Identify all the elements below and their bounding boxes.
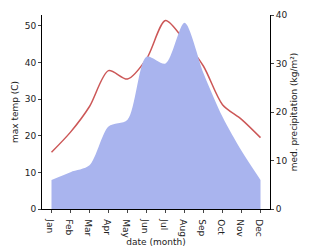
svg-text:max temp (C): max temp (C)	[10, 81, 20, 143]
svg-text:30: 30	[25, 94, 37, 104]
svg-text:Nov: Nov	[235, 219, 245, 237]
svg-text:20: 20	[25, 131, 37, 141]
svg-text:Mar: Mar	[83, 219, 93, 236]
svg-text:40: 40	[25, 58, 37, 68]
svg-text:50: 50	[25, 21, 37, 31]
svg-text:0: 0	[276, 204, 282, 214]
svg-text:Aug: Aug	[178, 219, 188, 237]
svg-text:10: 10	[25, 168, 37, 178]
svg-text:date (month): date (month)	[126, 237, 185, 247]
svg-text:med. precipitation (kg/m²): med. precipitation (kg/m²)	[289, 53, 299, 172]
svg-text:Jun: Jun	[140, 218, 150, 233]
svg-text:Dec: Dec	[254, 219, 264, 236]
svg-text:Feb: Feb	[64, 219, 74, 235]
svg-text:0: 0	[30, 204, 36, 214]
svg-text:Jan: Jan	[45, 218, 55, 233]
svg-text:Sep: Sep	[197, 219, 207, 236]
svg-text:Jul: Jul	[159, 218, 169, 230]
svg-text:Apr: Apr	[102, 219, 112, 235]
svg-text:40: 40	[276, 10, 288, 20]
svg-text:10: 10	[276, 156, 288, 166]
svg-text:30: 30	[276, 59, 288, 69]
svg-text:May: May	[121, 219, 131, 238]
svg-text:Oct: Oct	[216, 219, 226, 235]
svg-text:20: 20	[276, 107, 288, 117]
